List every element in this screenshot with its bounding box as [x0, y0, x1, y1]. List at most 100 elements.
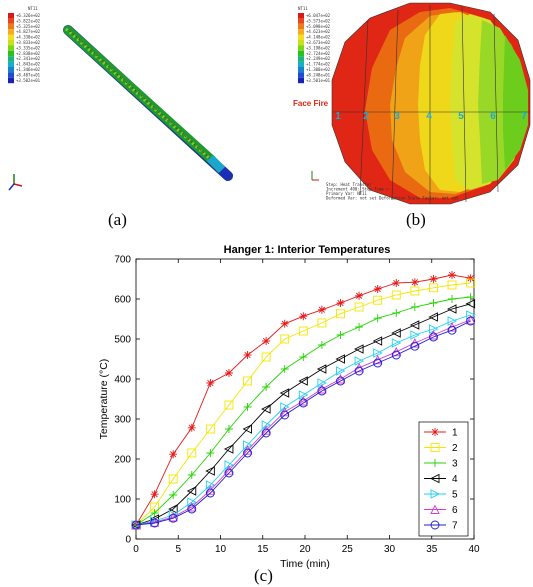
- data-point: [262, 383, 271, 391]
- legend-marker: [429, 473, 440, 484]
- data-point: [372, 336, 383, 346]
- face-fire-label: Face Fire: [293, 99, 329, 108]
- data-point: [280, 334, 290, 344]
- panel-b-legend-swatch: [298, 23, 304, 30]
- panel-a: NT11 +6.326e+02+5.822e+02+5.325e+02+4.82…: [8, 6, 234, 191]
- data-point: [187, 423, 196, 432]
- x-axis: 0 5 10 15 20 25 30 35 40: [133, 259, 480, 555]
- panel-a-legend-swatch: [8, 61, 14, 67]
- legend-marker: [430, 520, 440, 530]
- data-point: [354, 366, 364, 376]
- data-point: [373, 295, 383, 305]
- x-tick-label: 35: [426, 544, 438, 555]
- data-point: [428, 329, 439, 340]
- series-line: [135, 282, 471, 526]
- data-point: [168, 504, 178, 514]
- panel-a-legend-swatch: [8, 56, 14, 62]
- data-point: [205, 424, 215, 434]
- data-point: [150, 518, 160, 528]
- data-point: [392, 309, 401, 317]
- panel-a-legend-value: +6.326e+02: [16, 13, 41, 18]
- data-point: [243, 448, 252, 458]
- panel-b-legend-value: +5.573e+02: [306, 18, 331, 23]
- y-tick-label: 600: [114, 295, 131, 306]
- panel-b-legend-title: NT11: [298, 6, 308, 11]
- data-point: [335, 354, 345, 364]
- data-point: [466, 316, 476, 326]
- data-point: [168, 474, 178, 484]
- data-point: [186, 486, 197, 496]
- x-tick-label: 20: [299, 544, 311, 555]
- legend-entry: 1: [424, 428, 458, 439]
- data-point: [429, 275, 438, 283]
- y-tick-label: 300: [114, 415, 131, 426]
- data-point: [429, 299, 438, 307]
- data-point: [317, 318, 327, 328]
- data-point: [205, 488, 215, 498]
- data-point: [169, 450, 178, 459]
- series-line: [135, 320, 471, 526]
- data-point: [243, 403, 252, 411]
- data-point: [150, 490, 159, 499]
- data-point: [336, 309, 345, 319]
- panel-b-legend-swatch: [298, 72, 304, 78]
- panel-a-legend-swatch: [8, 40, 14, 46]
- panel-b-legend-value: +4.148e+02: [306, 35, 331, 40]
- data-point: [224, 400, 234, 410]
- panel-b-legend-swatch: [298, 18, 304, 24]
- data-point: [261, 404, 271, 414]
- data-point: [317, 386, 327, 396]
- panel-a-legend-swatch: [8, 18, 14, 24]
- data-point: [354, 344, 364, 354]
- data-point: [317, 305, 326, 314]
- data-point: [466, 293, 475, 301]
- panel-b-legend-swatch: [298, 50, 304, 57]
- data-point: [187, 448, 197, 458]
- panel-b-legend-value: +2.249e+02: [306, 56, 331, 61]
- panel-a-legend-value: +3.335e+02: [16, 45, 41, 50]
- legend-entry: 7: [424, 521, 458, 532]
- legend-marker: [430, 443, 440, 452]
- data-point: [262, 337, 271, 345]
- data-point: [299, 353, 308, 361]
- data-point: [280, 365, 289, 373]
- data-point: [336, 299, 345, 307]
- point-label: 1: [335, 111, 341, 122]
- data-point: [298, 395, 309, 406]
- panel-b-legend-value: +5.098e+02: [306, 24, 331, 29]
- data-point: [428, 312, 438, 322]
- series-1: [132, 271, 475, 529]
- data-point: [355, 291, 364, 300]
- point-label: 5: [458, 111, 464, 122]
- series-layer: [130, 271, 476, 530]
- panel-b-legend-value: +3.501e+01: [306, 78, 331, 83]
- panel-b-footer-line: Primary Var: NT11: [326, 191, 368, 196]
- panel-a-legend-value: +3.833e+02: [16, 40, 41, 45]
- data-point: [224, 369, 233, 377]
- panel-b-footer-line: Increment 400: Step Time =: [326, 187, 389, 192]
- y-axis: 0 100 200 300 400 500 600 700: [114, 255, 474, 546]
- data-point: [280, 319, 289, 328]
- data-point: [428, 283, 438, 293]
- panel-a-legend-swatch: [8, 77, 14, 84]
- data-point: [465, 314, 476, 325]
- series-4: [130, 299, 476, 530]
- legend-label: 4: [452, 474, 458, 485]
- data-point: [317, 383, 327, 394]
- panel-b-legend-swatch: [298, 56, 304, 62]
- data-point: [448, 295, 457, 303]
- data-point: [465, 299, 476, 309]
- point-label: 7: [521, 111, 527, 122]
- panel-a-rod: [63, 25, 234, 182]
- y-axis-label: Temperature (°C): [98, 359, 110, 440]
- data-point: [206, 449, 215, 457]
- panel-a-legend-bar: +6.326e+02+5.822e+02+5.325e+02+4.827e+02…: [8, 13, 41, 84]
- legend-entry: 4: [424, 473, 458, 485]
- panel-b: NT11 +6.047e+02+5.573e+02+5.098e+02+4.62…: [293, 2, 531, 205]
- data-point: [150, 509, 159, 517]
- series-7: [131, 316, 476, 530]
- panel-b-point-labels: 1 2 3 4 5 6 7: [335, 111, 527, 122]
- data-point: [410, 286, 420, 296]
- panel-a-legend-swatch: [8, 29, 14, 35]
- legend-entry: 3: [424, 459, 458, 470]
